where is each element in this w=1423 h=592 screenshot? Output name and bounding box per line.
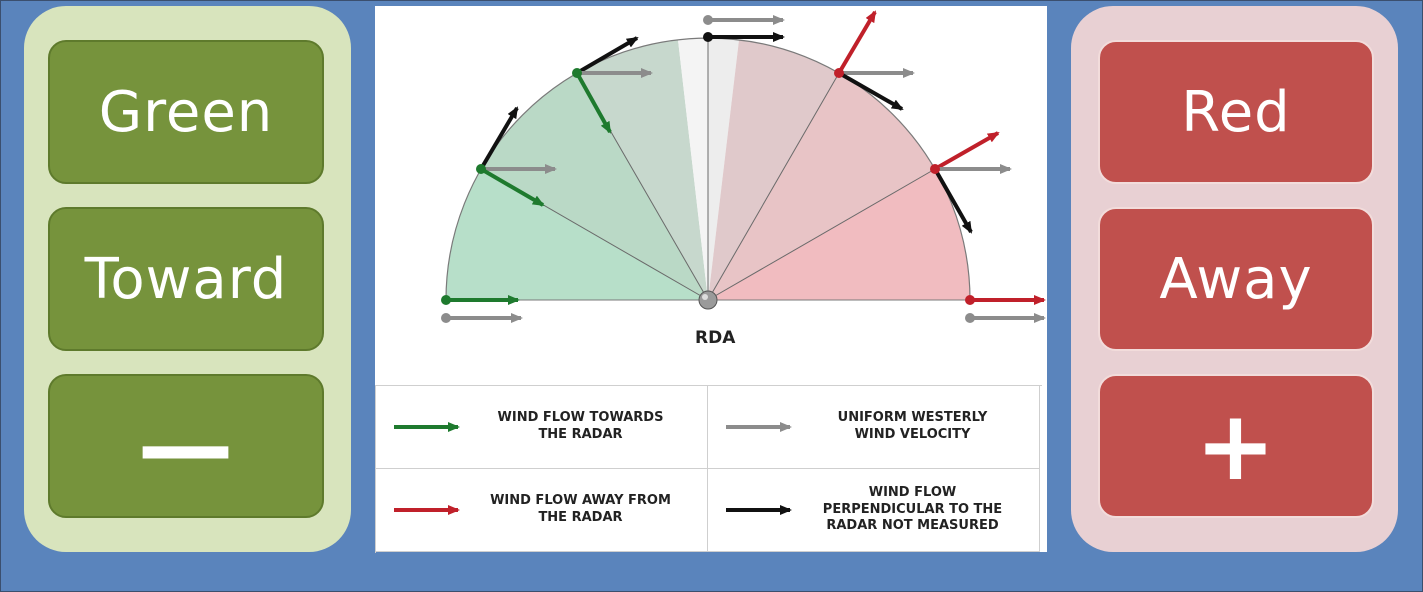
plus-icon: +	[1195, 390, 1277, 502]
legend-uniform-text: UNIFORM WESTERLY WIND VELOCITY	[837, 410, 988, 442]
arrow-group-120	[834, 10, 915, 111]
minus-tile: —	[48, 374, 324, 518]
arrow-group-60	[572, 36, 653, 134]
legend-toward: WIND FLOW TOWARDS THE RADAR	[376, 386, 708, 469]
legend-uniform: UNIFORM WESTERLY WIND VELOCITY	[708, 386, 1040, 469]
toward-label: Toward	[84, 246, 288, 312]
away-label: Away	[1159, 246, 1313, 312]
arrow-group-west	[441, 295, 523, 323]
legend-away: WIND FLOW AWAY FROM THE RADAR	[376, 469, 708, 552]
arrow-group-30	[476, 106, 557, 207]
green-arrow-icon	[394, 422, 460, 432]
legend: WIND FLOW TOWARDS THE RADAR UNIFORM WEST…	[375, 385, 1042, 553]
semicircle	[445, 37, 971, 301]
red-label: Red	[1181, 79, 1291, 145]
toward-panel: Green Toward —	[24, 6, 351, 552]
radar-velocity-svg	[441, 10, 1046, 323]
arrow-group-east	[965, 295, 1046, 323]
green-label: Green	[98, 79, 274, 145]
red-arrow-icon	[394, 505, 460, 515]
arrow-group-north	[703, 15, 785, 42]
away-panel: Red Away +	[1071, 6, 1398, 552]
gray-arrow-icon	[726, 422, 792, 432]
legend-perpendicular-text: WIND FLOW PERPENDICULAR TO THE RADAR NOT…	[822, 484, 1003, 534]
away-tile: Away	[1098, 207, 1374, 351]
black-arrow-icon	[726, 505, 792, 515]
green-tile: Green	[48, 40, 324, 184]
legend-perpendicular: WIND FLOW PERPENDICULAR TO THE RADAR NOT…	[708, 469, 1040, 552]
rda-label: RDA	[695, 328, 736, 348]
arrow-group-150	[930, 131, 1012, 234]
minus-icon: —	[137, 390, 235, 502]
red-tile: Red	[1098, 40, 1374, 184]
radar-site-icon	[698, 290, 718, 310]
legend-away-text: WIND FLOW AWAY FROM THE RADAR	[490, 493, 671, 525]
toward-tile: Toward	[48, 207, 324, 351]
plus-tile: +	[1098, 374, 1374, 518]
radar-diagram: RDA WIND FLOW TOWARDS THE RADAR UNIFORM …	[375, 6, 1047, 553]
legend-toward-text: WIND FLOW TOWARDS THE RADAR	[497, 410, 664, 442]
